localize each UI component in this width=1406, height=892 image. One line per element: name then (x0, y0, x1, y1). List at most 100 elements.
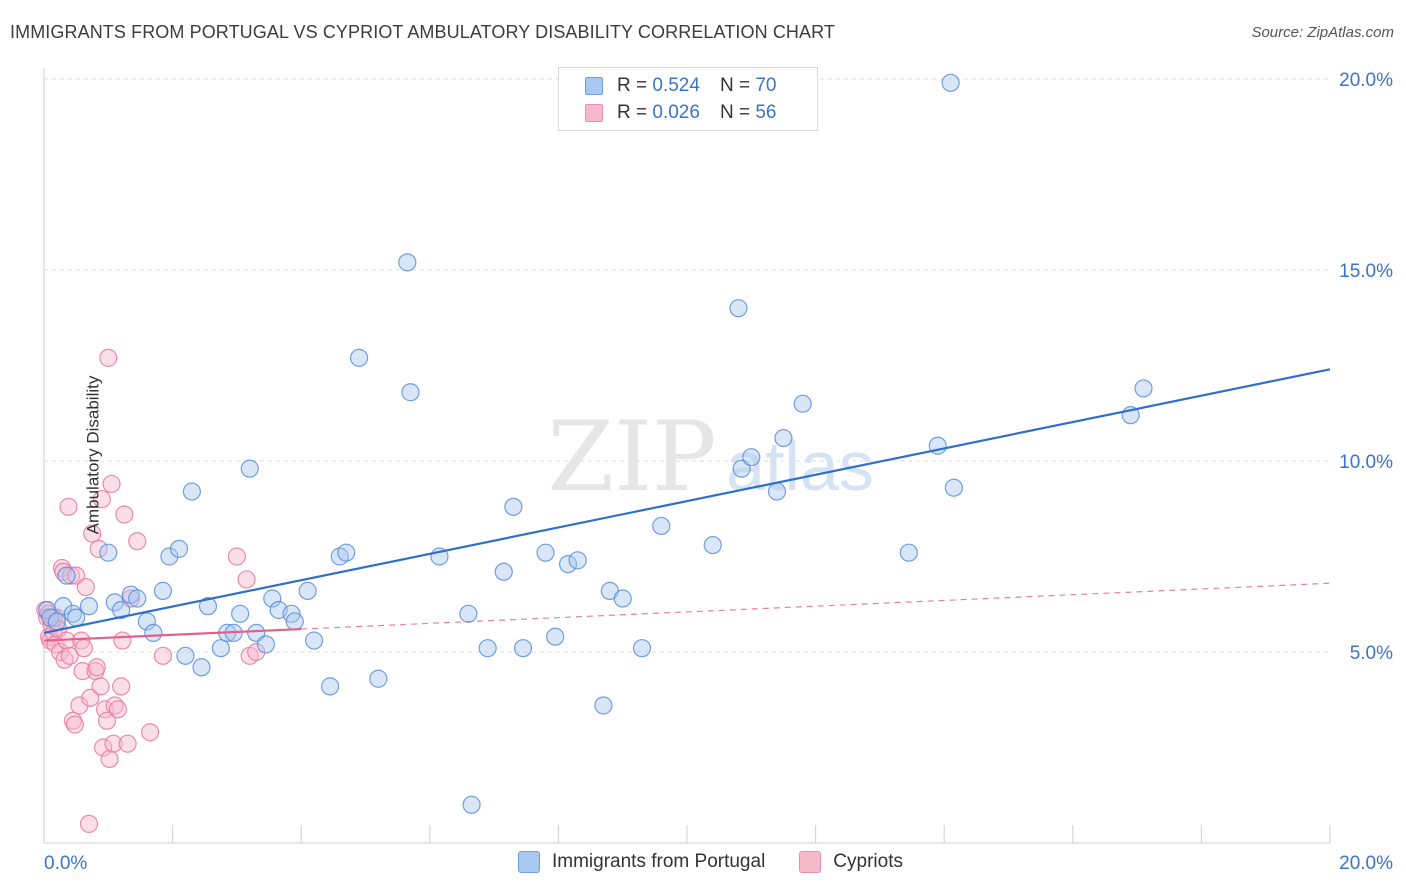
data-point-cypriots (108, 700, 128, 719)
data-point-portugal (137, 612, 156, 631)
y-tick-label: 5.0% (1350, 643, 1393, 664)
series-legend: Immigrants from Portugal Cypriots (518, 851, 937, 873)
data-point-cypriots (99, 348, 118, 367)
data-point-portugal (304, 631, 324, 650)
data-point-portugal (256, 635, 275, 654)
data-point-cypriots (227, 547, 246, 566)
data-point-portugal (169, 539, 189, 558)
data-point-portugal (568, 551, 587, 570)
data-point-portugal (504, 497, 523, 516)
data-point-portugal (1134, 379, 1153, 398)
legend-r-label: R = (617, 102, 648, 123)
data-point-cypriots (247, 642, 266, 662)
data-point-portugal (153, 581, 173, 600)
data-point-cypriots (100, 749, 119, 769)
data-point-cypriots (113, 631, 132, 650)
data-point-portugal (742, 448, 761, 467)
data-point-portugal (112, 600, 131, 620)
legend-swatch-cypriots (799, 851, 822, 873)
data-point-portugal (632, 639, 652, 658)
data-point-cypriots (112, 677, 131, 696)
data-point-cypriots (237, 570, 256, 589)
stats-legend: R = 0.524 N = 70 R = 0.026 N = 56 (558, 67, 818, 131)
legend-swatch-cypriots (585, 104, 603, 122)
data-point-cypriots (61, 566, 81, 585)
data-point-portugal (144, 623, 163, 643)
data-point-portugal (231, 604, 250, 623)
data-point-portugal (729, 299, 748, 318)
data-point-portugal (47, 612, 66, 631)
y-tick-label: 20.0% (1339, 70, 1393, 91)
data-point-cypriots (102, 474, 121, 494)
data-point-cypriots (140, 723, 160, 742)
data-point-portugal (899, 543, 918, 562)
x-tick-label: 20.0% (1339, 853, 1393, 874)
data-point-portugal (767, 482, 787, 501)
data-point-portugal (941, 73, 960, 92)
data-point-cypriots (81, 688, 100, 707)
data-point-cypriots (118, 734, 137, 753)
data-point-cypriots (128, 532, 147, 551)
legend-label-portugal: Immigrants from Portugal (552, 851, 766, 872)
data-point-cypriots (74, 639, 93, 658)
chart-title: IMMIGRANTS FROM PORTUGAL VS CYPRIOT AMBU… (10, 22, 835, 42)
legend-item-cypriots[interactable]: Cypriots (799, 851, 903, 873)
data-point-portugal (99, 543, 118, 562)
data-point-portugal (105, 593, 124, 612)
legend-r-value: 0.524 (652, 75, 700, 96)
data-point-cypriots (79, 814, 99, 834)
data-point-portugal (478, 639, 497, 658)
data-point-portugal (57, 566, 76, 585)
x-tick-label: 0.0% (44, 853, 87, 874)
data-point-cypriots (104, 734, 123, 753)
y-tick-label: 10.0% (1339, 452, 1393, 473)
data-point-cypriots (95, 700, 115, 719)
legend-swatch-portugal (518, 851, 540, 873)
data-point-cypriots (60, 646, 79, 665)
y-axis-label: Ambulatory Disability (83, 375, 103, 535)
data-point-portugal (182, 482, 201, 501)
data-point-portugal (494, 562, 513, 581)
legend-row-cypriots: R = 0.026 N = 56 (585, 100, 776, 126)
data-point-portugal (536, 543, 555, 562)
data-point-cypriots (91, 677, 110, 696)
data-point-cypriots (87, 658, 106, 677)
data-point-cypriots (83, 524, 102, 543)
data-point-cypriots (92, 490, 111, 509)
trend-line-portugal (43, 368, 1331, 634)
legend-item-portugal[interactable]: Immigrants from Portugal (518, 851, 765, 873)
series-cypriots-points (36, 348, 266, 834)
data-point-cypriots (94, 738, 113, 757)
data-point-portugal (459, 604, 478, 623)
data-point-portugal (398, 253, 417, 272)
data-point-cypriots (89, 539, 108, 558)
data-point-portugal (160, 547, 179, 566)
legend-label-cypriots: Cypriots (833, 851, 903, 872)
watermark-zip: ZIP (547, 401, 716, 513)
legend-swatch-portugal (585, 77, 603, 95)
trend-line-cypriots-extension (301, 582, 1331, 630)
series-portugal-points (38, 73, 1153, 814)
data-point-portugal (321, 677, 340, 696)
data-point-portugal (176, 646, 195, 665)
data-point-portugal (793, 394, 812, 413)
data-point-cypriots (115, 505, 134, 524)
data-point-portugal (462, 795, 481, 814)
legend-row-portugal: R = 0.524 N = 70 (585, 73, 776, 99)
data-point-portugal (128, 589, 147, 608)
data-point-portugal (513, 639, 533, 658)
data-point-portugal (285, 612, 304, 631)
source-credit: Source: ZipAtlas.com (1251, 24, 1394, 41)
data-point-cypriots (76, 577, 95, 597)
data-point-portugal (54, 597, 73, 616)
data-point-portugal (263, 589, 282, 608)
data-point-cypriots (65, 715, 84, 734)
data-point-portugal (198, 597, 218, 616)
data-point-portugal (298, 581, 317, 600)
legend-n-value: 70 (755, 75, 777, 96)
data-point-portugal (369, 669, 388, 688)
legend-n-value: 56 (755, 102, 777, 123)
data-point-portugal (546, 627, 565, 646)
data-point-portugal (349, 348, 369, 367)
data-point-cypriots (73, 661, 92, 681)
